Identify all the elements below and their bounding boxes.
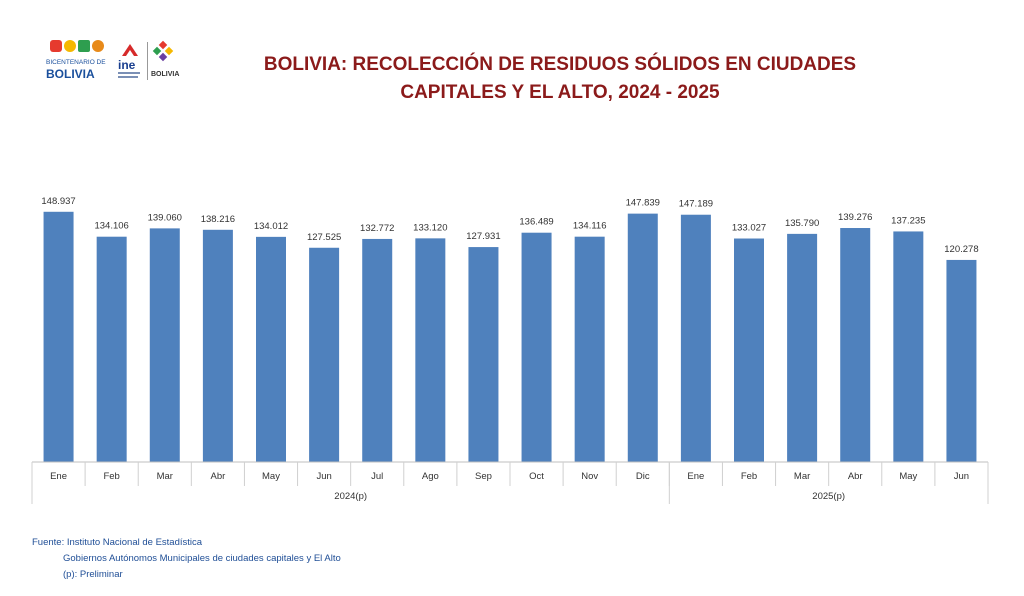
- axis-group: Ene Feb Mar Abr May Jun Jul Ago Sep Oct Nov Dic Ene F…: [31, 461, 989, 504]
- data-label: 147.839: [626, 198, 660, 209]
- x-tick-label: May: [899, 471, 917, 482]
- x-tick-label: Feb: [741, 471, 757, 482]
- data-label: 138.216: [201, 214, 235, 225]
- bar: [734, 238, 764, 462]
- data-label: 133.027: [732, 223, 766, 234]
- x-tick-label: Abr: [210, 471, 225, 482]
- data-label: 133.120: [413, 222, 447, 233]
- bicentenario-big-text: BOLIVIA: [46, 67, 95, 81]
- source-line-2: Gobiernos Autónomos Municipales de ciuda…: [63, 553, 341, 564]
- source-line-3: (p): Preliminar: [63, 569, 123, 580]
- data-label: 137.235: [891, 215, 925, 226]
- x-tick-label: Feb: [103, 471, 119, 482]
- data-label: 148.937: [41, 196, 75, 207]
- bar: [96, 236, 127, 462]
- source-note: Fuente: Instituto Nacional de Estadístic…: [32, 535, 341, 583]
- data-label: 134.012: [254, 221, 288, 232]
- bar: [149, 228, 180, 462]
- bicentenario-small-text: BICENTENARIO DE: [46, 59, 106, 66]
- bar: [415, 238, 446, 462]
- x-tick-label: Oct: [529, 471, 544, 482]
- x-tick-label: Ene: [50, 471, 67, 482]
- bar: [627, 213, 658, 462]
- bar: [893, 231, 924, 462]
- chart-title: BOLIVIA: RECOLECCIÓN DE RESIDUOS SÓLIDOS…: [200, 51, 920, 107]
- source-prefix: Fuente:: [32, 537, 65, 548]
- bicentenario-logo: BICENTENARIO DE BOLIVIA: [46, 40, 106, 81]
- data-label: 127.931: [466, 231, 500, 242]
- data-label: 134.116: [573, 221, 607, 232]
- data-label: 132.772: [360, 223, 394, 234]
- x-tick-label: Jul: [371, 471, 383, 482]
- estado-text: BOLIVIA: [151, 71, 179, 78]
- logo-divider: [147, 42, 148, 80]
- x-tick-label: Jun: [954, 471, 969, 482]
- x-tick-label: Mar: [157, 471, 173, 482]
- x-tick-label: Dic: [636, 471, 650, 482]
- bar: [946, 259, 977, 462]
- bar: [787, 233, 818, 462]
- bar: [574, 236, 605, 462]
- bar: [362, 238, 393, 462]
- x-tick-label: Nov: [581, 471, 598, 482]
- data-label: 147.189: [679, 199, 713, 210]
- logo-area: BICENTENARIO DE BOLIVIA ine BOLIVIA: [44, 38, 189, 88]
- source-line-1: Instituto Nacional de Estadística: [66, 537, 203, 548]
- data-label: 120.278: [944, 244, 978, 255]
- bar: [521, 232, 552, 462]
- x-tick-label: Abr: [848, 471, 863, 482]
- chart-title-line2: CAPITALES Y EL ALTO, 2024 - 2025: [400, 82, 720, 103]
- x-tick-label: Mar: [794, 471, 810, 482]
- x-tick-label: Ago: [422, 471, 439, 482]
- bar: [680, 214, 711, 462]
- bar: [309, 247, 340, 462]
- x-tick-label: Ene: [687, 471, 704, 482]
- bars-group: 148.937 134.106 139.060 138.216 134.012 127.5…: [41, 196, 979, 462]
- data-label: 139.276: [838, 212, 872, 223]
- data-label: 136.489: [519, 217, 553, 228]
- data-label: 139.060: [148, 212, 182, 223]
- bar: [256, 236, 286, 462]
- bar: [202, 229, 233, 462]
- x-group-label: 2025(p): [812, 491, 845, 502]
- chart-title-line1: BOLIVIA: RECOLECCIÓN DE RESIDUOS SÓLIDOS…: [263, 54, 857, 75]
- institutional-logos: BICENTENARIO DE BOLIVIA ine BOLIVIA: [46, 40, 179, 81]
- x-tick-label: Sep: [475, 471, 492, 482]
- bar: [468, 247, 499, 462]
- x-tick-label: May: [262, 471, 280, 482]
- x-group-label: 2024(p): [334, 491, 367, 502]
- bar: [840, 228, 871, 462]
- data-label: 134.106: [94, 221, 128, 232]
- ine-logo: ine: [118, 44, 140, 78]
- data-label: 135.790: [785, 218, 819, 229]
- data-label: 127.525: [307, 232, 341, 243]
- bar: [43, 211, 74, 462]
- ine-text: ine: [118, 58, 136, 72]
- x-tick-label: Jun: [316, 471, 331, 482]
